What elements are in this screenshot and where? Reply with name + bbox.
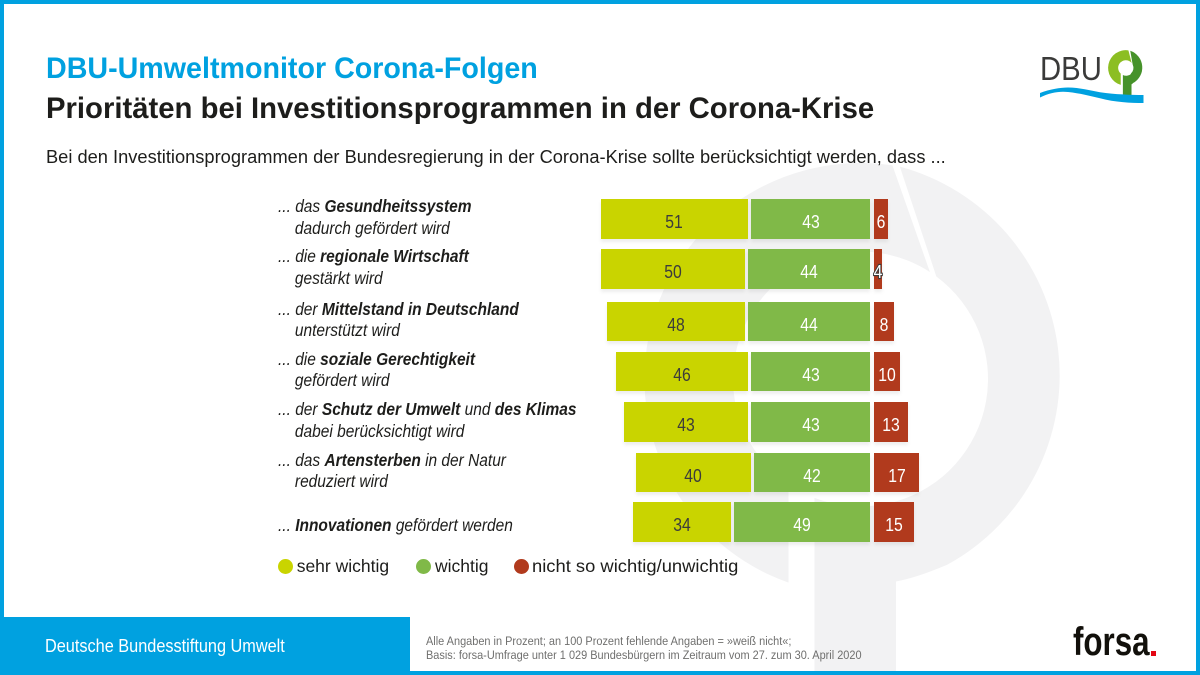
svg-text:4: 4 — [874, 261, 883, 283]
